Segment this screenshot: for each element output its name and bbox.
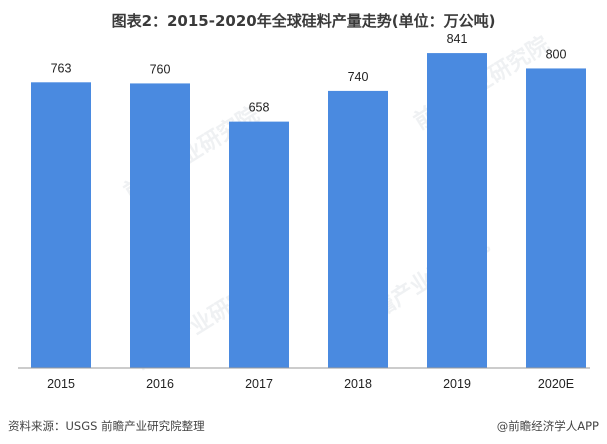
value-label-2020E: 800 bbox=[546, 47, 567, 61]
bar-2018 bbox=[328, 90, 388, 369]
x-tick-2019: 2019 bbox=[443, 377, 471, 391]
value-label-2017: 658 bbox=[249, 101, 270, 115]
x-tick-2018: 2018 bbox=[344, 377, 372, 391]
bars bbox=[31, 53, 586, 369]
value-label-2016: 760 bbox=[150, 62, 171, 76]
bar-2020E bbox=[526, 68, 586, 368]
value-label-2019: 841 bbox=[447, 32, 468, 46]
value-label-2015: 763 bbox=[51, 61, 72, 75]
bar-2016 bbox=[130, 83, 190, 368]
value-label-2018: 740 bbox=[348, 70, 369, 84]
chart-title: 图表2：2015-2020年全球硅料产量走势(单位：万公吨) bbox=[111, 12, 496, 30]
x-tick-labels: 2015 2016 2017 2018 2019 2020E bbox=[47, 377, 574, 391]
credit-note: @前瞻经济学人APP bbox=[496, 419, 599, 433]
x-tick-2020E: 2020E bbox=[538, 377, 574, 391]
value-labels: 763 760 658 740 841 800 bbox=[51, 32, 567, 115]
x-tick-2017: 2017 bbox=[245, 377, 273, 391]
bar-2017 bbox=[229, 121, 289, 368]
bar-2019 bbox=[427, 53, 487, 368]
bar-2015 bbox=[31, 82, 91, 368]
x-tick-2015: 2015 bbox=[47, 377, 75, 391]
source-note: 资料来源：USGS 前瞻产业研究院整理 bbox=[8, 419, 205, 433]
x-tick-2016: 2016 bbox=[146, 377, 174, 391]
